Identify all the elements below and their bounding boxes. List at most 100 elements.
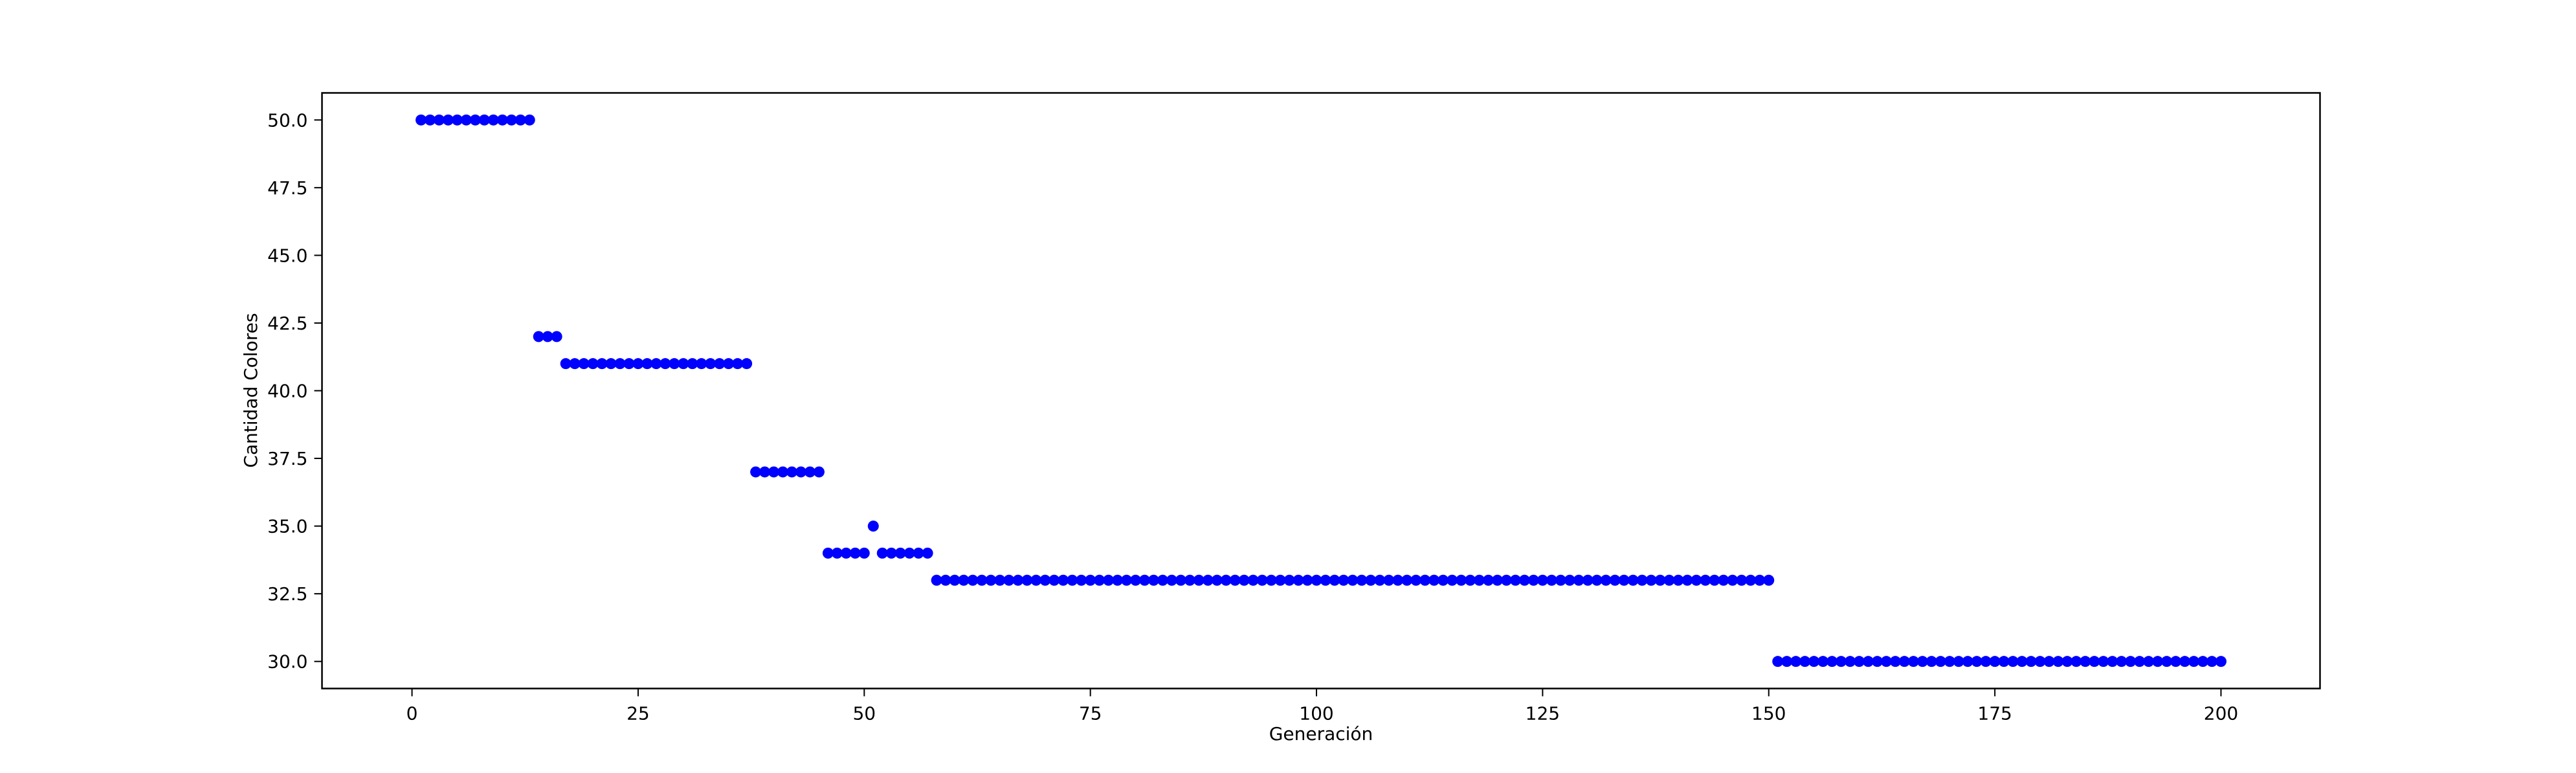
data-point	[1727, 574, 1738, 586]
data-point	[1247, 574, 1259, 586]
data-point	[2179, 656, 2191, 667]
data-point	[2116, 656, 2127, 667]
data-point	[605, 358, 617, 370]
data-point	[1320, 574, 1331, 586]
data-point	[641, 358, 653, 370]
data-point	[1365, 574, 1377, 586]
data-point	[623, 358, 635, 370]
data-point	[1627, 574, 1639, 586]
data-point	[1202, 574, 1214, 586]
data-point	[1799, 656, 1811, 667]
data-point	[786, 466, 797, 478]
data-point	[795, 466, 806, 478]
data-point	[1076, 574, 1087, 586]
data-point	[1256, 574, 1268, 586]
data-point	[931, 574, 942, 586]
data-point	[1329, 574, 1340, 586]
data-point	[1039, 574, 1051, 586]
data-point	[1049, 574, 1060, 586]
data-point	[1419, 574, 1431, 586]
x-tick-label: 175	[1977, 703, 2012, 724]
data-point	[515, 114, 526, 126]
data-point	[885, 547, 897, 559]
data-point	[451, 114, 463, 126]
data-point	[1654, 574, 1666, 586]
data-point	[1401, 574, 1413, 586]
data-point	[940, 574, 951, 586]
data-points	[416, 114, 2226, 667]
data-point	[1591, 574, 1603, 586]
data-point	[469, 114, 481, 126]
data-point	[876, 547, 888, 559]
data-point	[569, 358, 581, 370]
data-point	[831, 547, 843, 559]
y-tick-label: 40.0	[267, 381, 307, 402]
data-point	[2034, 656, 2046, 667]
data-point	[1618, 574, 1630, 586]
data-point	[2061, 656, 2073, 667]
data-point	[723, 358, 735, 370]
data-point	[551, 331, 562, 342]
data-point	[1130, 574, 1142, 586]
data-point	[976, 574, 988, 586]
x-tick-label: 75	[1079, 703, 1102, 724]
data-point	[2197, 656, 2209, 667]
data-point	[1058, 574, 1069, 586]
data-point	[478, 114, 490, 126]
data-point	[1709, 574, 1720, 586]
data-point	[1456, 574, 1467, 586]
data-point	[1916, 656, 1928, 667]
data-point	[1691, 574, 1702, 586]
data-point	[1229, 574, 1241, 586]
data-point	[759, 466, 771, 478]
data-point	[1184, 574, 1195, 586]
data-point	[533, 331, 544, 342]
data-point	[994, 574, 1006, 586]
data-point	[614, 358, 626, 370]
data-point	[1148, 574, 1159, 586]
data-point	[1663, 574, 1675, 586]
data-point	[2170, 656, 2182, 667]
data-point	[2125, 656, 2137, 667]
data-point	[705, 358, 716, 370]
data-point	[813, 466, 825, 478]
data-point	[425, 114, 436, 126]
data-point	[1745, 574, 1757, 586]
data-point	[904, 547, 915, 559]
data-point	[2215, 656, 2226, 667]
data-point	[524, 114, 535, 126]
data-point	[1166, 574, 1177, 586]
data-point	[442, 114, 454, 126]
data-point	[560, 358, 572, 370]
data-point	[650, 358, 662, 370]
data-point	[1483, 574, 1494, 586]
data-point	[732, 358, 744, 370]
data-point	[2080, 656, 2091, 667]
data-point	[1374, 574, 1386, 586]
data-point	[2089, 656, 2100, 667]
data-point	[1518, 574, 1530, 586]
data-point	[1772, 656, 1784, 667]
data-point	[1030, 574, 1042, 586]
data-point	[1889, 656, 1901, 667]
data-point	[596, 358, 608, 370]
y-tick-label: 30.0	[267, 651, 307, 673]
data-point	[1492, 574, 1504, 586]
data-point	[1718, 574, 1729, 586]
x-tick-label: 200	[2204, 703, 2238, 724]
data-point	[985, 574, 997, 586]
data-point	[1609, 574, 1621, 586]
data-point	[1998, 656, 2010, 667]
data-point	[1989, 656, 2001, 667]
data-point	[1871, 656, 1883, 667]
data-point	[2152, 656, 2164, 667]
data-point	[1853, 656, 1865, 667]
data-point	[714, 358, 726, 370]
data-point	[1003, 574, 1015, 586]
data-point	[1103, 574, 1115, 586]
data-point	[1817, 656, 1829, 667]
data-point	[1138, 574, 1150, 586]
data-point	[1085, 574, 1096, 586]
data-point	[669, 358, 680, 370]
